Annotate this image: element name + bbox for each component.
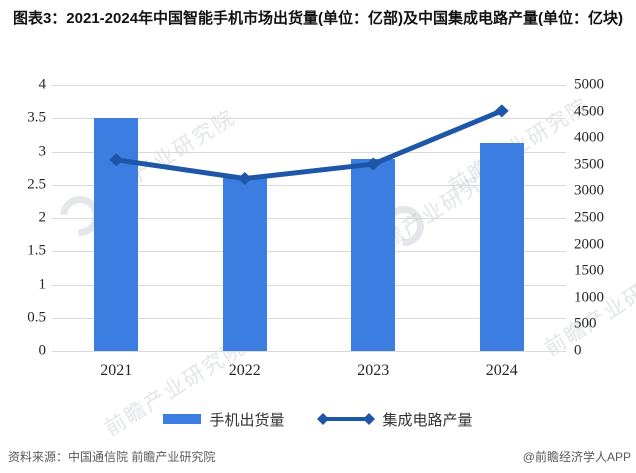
legend-item-line: 集成电路产量 xyxy=(316,409,473,430)
data-point-marker-2023 xyxy=(366,157,381,171)
data-point-marker-2022 xyxy=(237,172,252,186)
x-axis-label-2024: 2024 xyxy=(485,362,518,379)
chart-title: 图表3：2021-2024年中国智能手机市场出货量(单位：亿部)及中国集成电路产… xyxy=(12,10,624,27)
left-axis-tick: 0 xyxy=(38,342,47,359)
x-axis-label-2021: 2021 xyxy=(100,362,133,379)
line-path xyxy=(113,108,505,182)
grid-line xyxy=(52,284,566,286)
bar-2023 xyxy=(351,159,396,351)
grid-line xyxy=(52,317,566,319)
grid-line xyxy=(52,218,566,219)
data-point-marker-2021 xyxy=(109,153,124,167)
legend-line-swatch xyxy=(316,413,375,425)
x-axis-label-2022: 2022 xyxy=(228,362,261,379)
grid-line xyxy=(52,351,566,352)
legend-bar-swatch xyxy=(163,414,202,424)
left-axis-tick: 0.5 xyxy=(27,309,46,326)
right-axis-tick: 4000 xyxy=(574,129,604,146)
legend-bar-label: 手机出货量 xyxy=(209,412,285,429)
left-axis-tick: 2.5 xyxy=(27,176,46,193)
right-axis-tick: 3000 xyxy=(574,182,604,199)
legend: 手机出货量 集成电路产量 xyxy=(0,406,636,432)
left-y-axis: 4 3.5 3 2.5 2 1.5 1 0.5 0 xyxy=(0,77,47,359)
right-axis-tick: 5000 xyxy=(574,76,604,93)
legend-item-bar: 手机出货量 xyxy=(163,409,285,430)
plot-area xyxy=(52,85,566,352)
right-axis-tick: 500 xyxy=(574,315,597,332)
left-axis-tick: 1.5 xyxy=(27,242,46,259)
left-axis-tick: 4 xyxy=(38,76,47,93)
footer-source: 资料来源：中国通信院 前瞻产业研究院 xyxy=(8,450,216,464)
grid-line xyxy=(52,118,566,120)
grid-line xyxy=(52,151,566,153)
right-axis-tick: 2000 xyxy=(574,236,604,253)
right-axis-tick: 1500 xyxy=(574,262,604,279)
right-axis-tick: 2500 xyxy=(574,209,604,226)
left-axis-tick: 1 xyxy=(38,276,47,292)
footer-credit: @前瞻经济学人APP xyxy=(522,450,631,464)
bar-2022 xyxy=(222,178,267,351)
x-axis: 2021 2022 2023 2024 xyxy=(52,362,566,384)
grid-line xyxy=(52,184,566,186)
line-series xyxy=(109,104,509,186)
left-axis-tick: 3.5 xyxy=(27,109,46,126)
right-axis-tick: 4500 xyxy=(574,103,604,120)
right-axis-tick: 0 xyxy=(574,342,582,359)
data-point-marker-2024 xyxy=(494,104,509,118)
grid-line xyxy=(52,251,566,253)
right-axis-tick: 3500 xyxy=(574,156,604,173)
right-y-axis: 5000 4500 4000 3500 3000 2500 2000 1500 1000 500 0 xyxy=(574,77,632,359)
bar-2024 xyxy=(479,142,524,351)
left-axis-tick: 3 xyxy=(38,143,47,159)
footer: 资料来源：中国通信院 前瞻产业研究院 @前瞻经济学人APP xyxy=(0,446,636,466)
grid-line xyxy=(52,85,566,86)
left-axis-tick: 2 xyxy=(38,209,47,226)
right-axis-tick: 1000 xyxy=(574,289,604,306)
legend-line-label: 集成电路产量 xyxy=(382,412,473,429)
x-axis-label-2023: 2023 xyxy=(357,362,390,379)
